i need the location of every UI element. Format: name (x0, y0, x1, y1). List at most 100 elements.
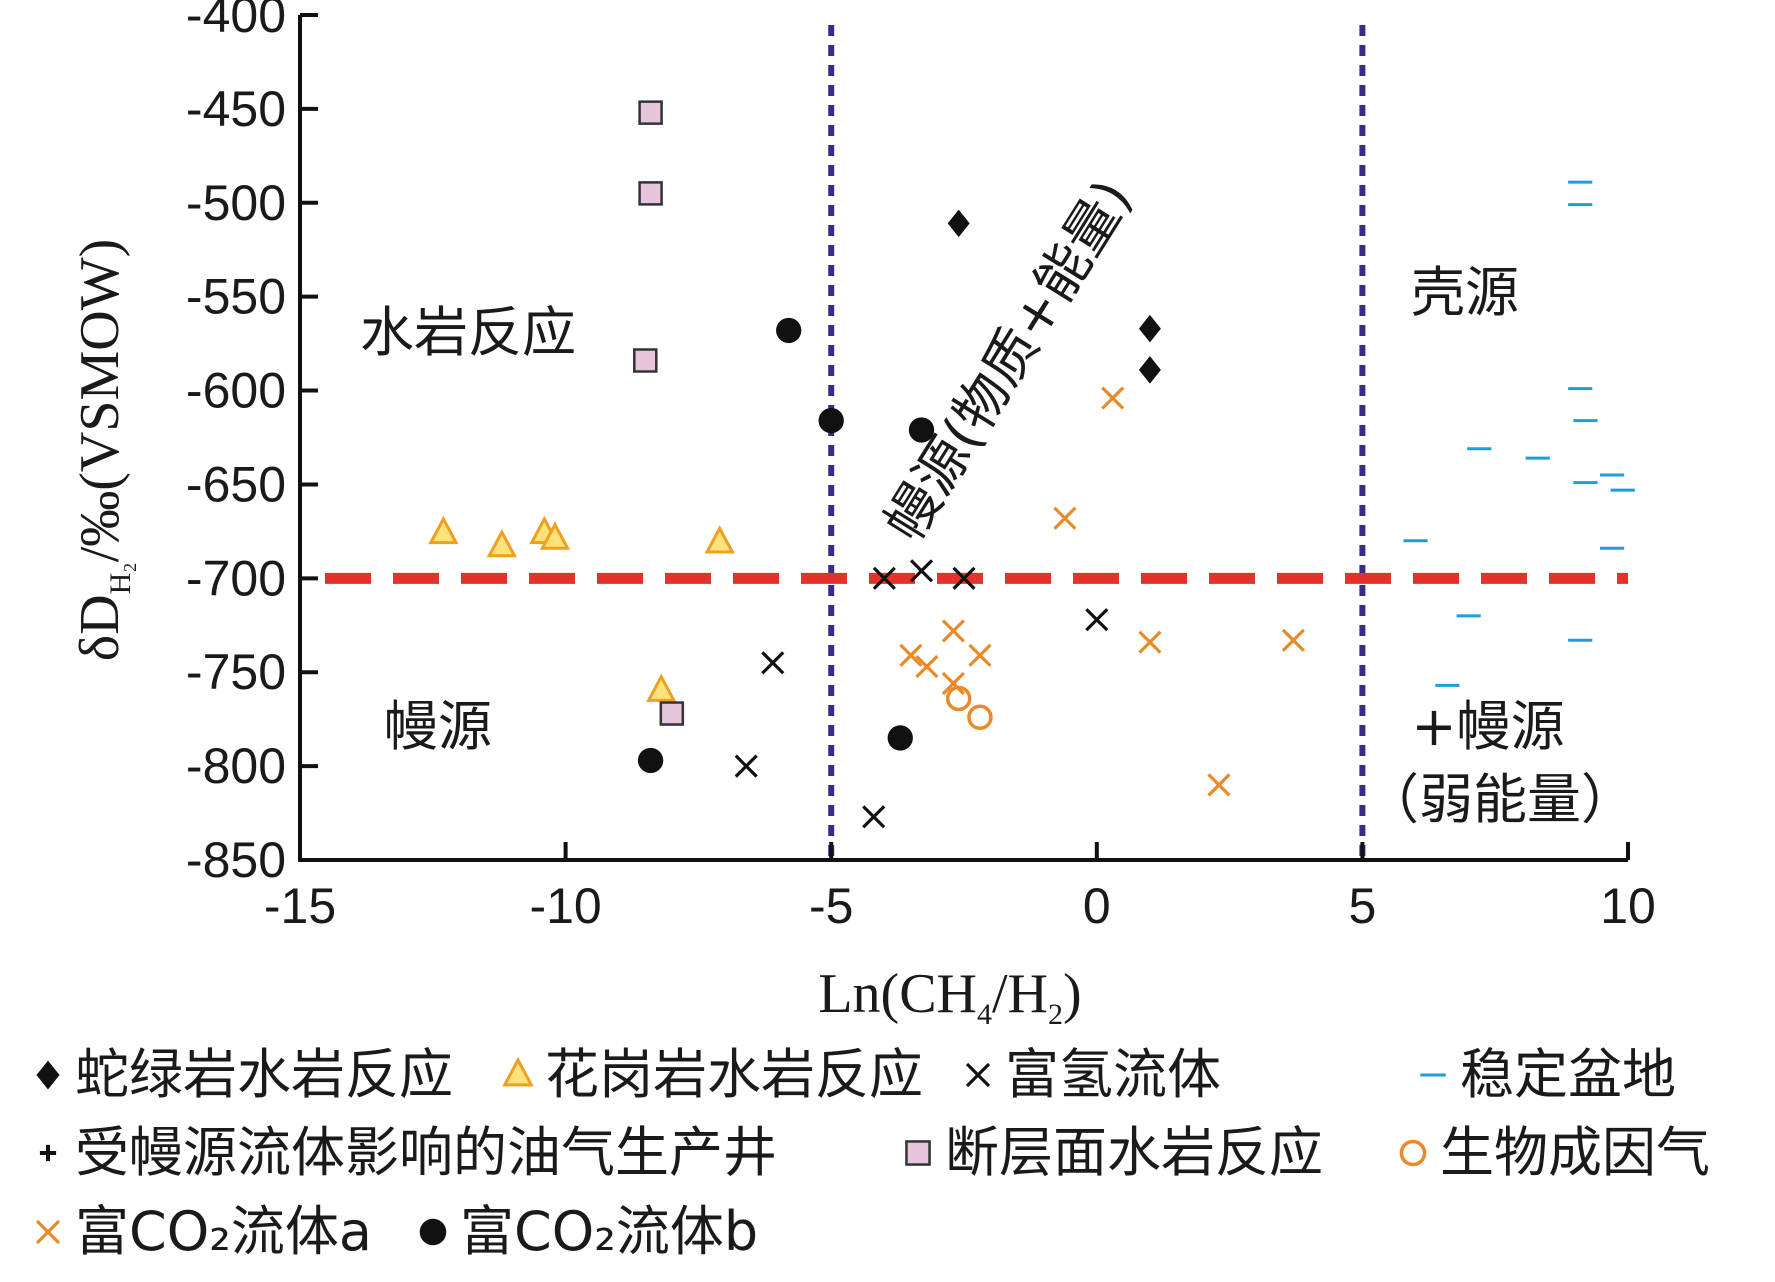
y-tick-label: -650 (186, 456, 286, 512)
data-point (818, 407, 844, 434)
data-point (638, 100, 663, 125)
data-point (968, 643, 992, 667)
data-point (909, 559, 934, 583)
y-tick-label: -400 (186, 0, 286, 43)
data-point (1207, 773, 1231, 797)
legend-label: 稳定盆地 (1460, 1043, 1676, 1106)
legend-marker (965, 1062, 991, 1088)
legend-marker (502, 1056, 534, 1087)
series-6 (945, 685, 993, 731)
data-point (862, 805, 886, 829)
legend-label: 富CO₂流体a (75, 1200, 372, 1263)
legend-item: 富氢流体 (965, 1043, 1221, 1106)
region-label-water-rock: 水岩反应 (360, 301, 576, 364)
data-point (899, 643, 923, 667)
region-label-crust-plus-mantle-2: （弱能量） (1365, 768, 1635, 831)
data-point (539, 521, 571, 550)
data-point (633, 348, 658, 373)
y-tick-label: -700 (186, 550, 286, 606)
legend-item: 富CO₂流体b (419, 1200, 758, 1263)
data-point (637, 747, 664, 774)
x-tick-label: -5 (809, 878, 853, 934)
x-axis-title-sub2: 2 (1048, 998, 1063, 1031)
y-tick-label: -550 (186, 269, 286, 325)
reference-lines (325, 25, 1628, 860)
data-points (428, 100, 1635, 829)
region-label-mantle-matter-energy: 幔源(物质+能量) (873, 169, 1144, 551)
series-5 (633, 100, 685, 726)
x-tick-label: 5 (1348, 878, 1376, 934)
x-axis-title-mid: /H (992, 963, 1048, 1025)
data-point (1138, 356, 1161, 384)
legend-label: 富CO₂流体b (460, 1200, 758, 1263)
series-2 (734, 559, 1109, 829)
data-point (428, 515, 459, 545)
legend-item: 花岗岩水岩反应 (502, 1043, 923, 1106)
region-label-crust-plus-mantle-1: +幔源 (1411, 695, 1564, 758)
data-point (1281, 628, 1305, 652)
data-point (915, 655, 939, 679)
data-point (1101, 386, 1125, 410)
data-point (704, 525, 735, 554)
series-3 (1403, 180, 1635, 687)
x-tick-label: 10 (1600, 878, 1656, 934)
legend-label: 富氢流体 (1005, 1043, 1221, 1106)
legend-label: 生物成因气 (1440, 1121, 1710, 1184)
data-point (908, 417, 935, 443)
x-axis-title: Ln(CH4/H2) (818, 963, 1081, 1031)
y-axis-title-suffix: /‰(VSMOW) (69, 239, 131, 563)
legend-label: 受幔源流体影响的油气生产井 (75, 1121, 777, 1184)
x-axis-title-suffix: ) (1063, 963, 1082, 1025)
y-tick-label: -750 (186, 644, 286, 700)
legend-marker (905, 1140, 931, 1166)
data-point (872, 566, 896, 590)
legend-label: 蛇绿岩水岩反应 (75, 1043, 453, 1106)
y-axis-title: δDH₂/‰(VSMOW) (69, 239, 137, 661)
x-tick-label: 0 (1083, 878, 1111, 934)
legend-marker (1399, 1139, 1427, 1167)
legend-marker (39, 1144, 57, 1162)
legend-item: 稳定盆地 (1420, 1043, 1676, 1106)
y-tick-label: -500 (186, 175, 286, 231)
data-point (761, 651, 785, 675)
legend-marker (35, 1219, 61, 1245)
data-point (1138, 630, 1162, 654)
y-tick-label: -450 (186, 81, 286, 137)
legend-item: 断层面水岩反应 (905, 1121, 1323, 1184)
x-tick-label: -10 (529, 878, 601, 934)
x-axis-title-prefix: Ln(CH (818, 963, 977, 1025)
y-axis-title-prefix: δD (69, 594, 131, 661)
data-point (941, 671, 965, 696)
y-tick-label: -600 (186, 363, 286, 419)
region-label-mantle: 幔源 (384, 695, 492, 758)
series-7 (899, 386, 1305, 797)
data-point (1138, 314, 1161, 343)
data-point (734, 754, 758, 778)
x-tick-label: -15 (264, 878, 336, 934)
y-axis-title-sub: H₂ (104, 562, 137, 594)
data-point (659, 701, 685, 726)
data-point (952, 566, 976, 590)
legend-item: 生物成因气 (1399, 1121, 1710, 1184)
series-0 (947, 209, 1161, 384)
series-1 (428, 515, 735, 702)
data-point (638, 181, 663, 206)
data-point (486, 528, 518, 558)
legend-marker (419, 1218, 447, 1246)
data-point (776, 317, 802, 344)
legend-label: 花岗岩水岩反应 (545, 1043, 923, 1106)
data-point (1085, 608, 1109, 632)
y-tick-label: -850 (186, 832, 286, 888)
legend-item: 蛇绿岩水岩反应 (36, 1043, 453, 1106)
data-point (967, 704, 993, 731)
data-point (1053, 506, 1077, 530)
data-point (941, 619, 965, 643)
data-point (646, 673, 677, 702)
data-point (887, 725, 913, 751)
series-8 (637, 317, 935, 774)
legend-item: 富CO₂流体a (35, 1200, 372, 1263)
ticks: -400-450-500-550-600-650-700-750-800-850… (186, 0, 1656, 934)
x-axis-title-sub1: 4 (977, 998, 992, 1031)
